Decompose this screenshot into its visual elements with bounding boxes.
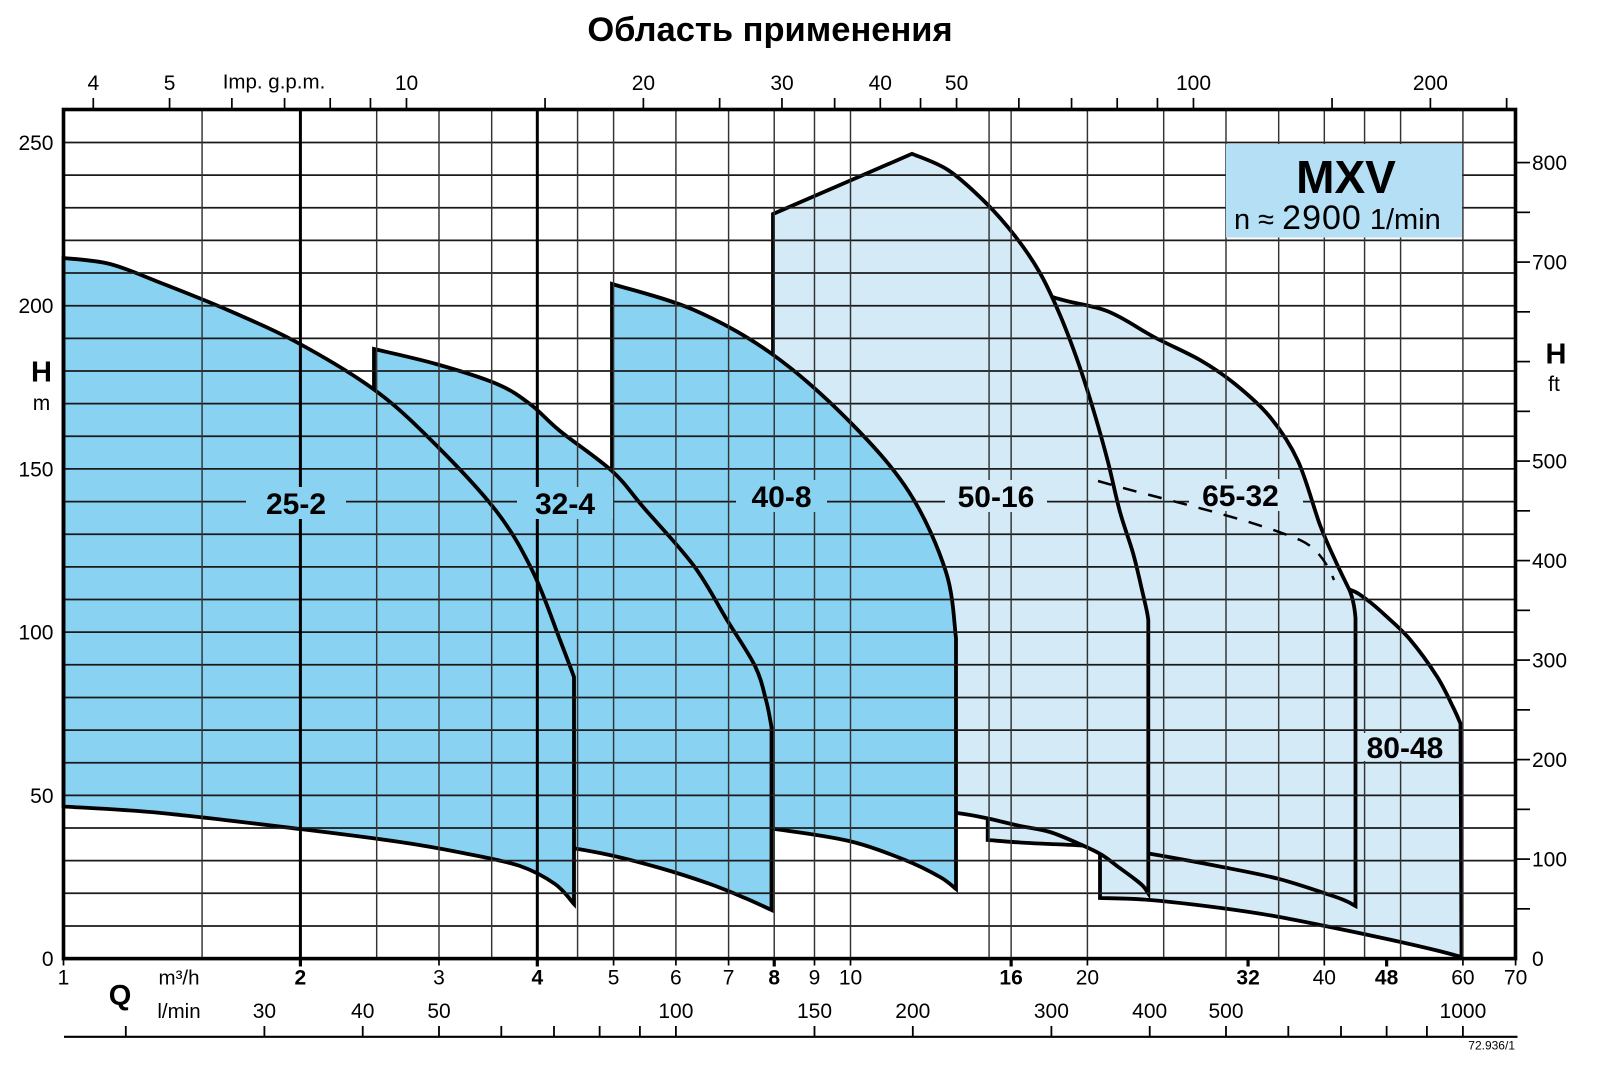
svg-text:80-48: 80-48 [1367,732,1444,765]
svg-text:200: 200 [1532,749,1567,772]
svg-text:800: 800 [1532,152,1567,175]
svg-text:150: 150 [18,458,53,481]
svg-text:48: 48 [1375,967,1399,990]
svg-text:100: 100 [658,1000,693,1023]
svg-text:Q: Q [109,980,132,1012]
svg-text:72.936/1: 72.936/1 [1468,1039,1515,1053]
svg-text:100: 100 [1532,849,1567,872]
svg-text:40-8: 40-8 [751,481,811,514]
svg-text:50: 50 [427,1000,450,1023]
svg-text:0: 0 [1532,948,1544,971]
svg-text:400: 400 [1532,550,1567,573]
svg-text:1: 1 [58,967,70,990]
svg-text:16: 16 [999,967,1022,990]
svg-text:40: 40 [869,72,892,95]
svg-text:700: 700 [1532,252,1567,275]
svg-text:40: 40 [1313,967,1336,990]
svg-text:1000: 1000 [1440,1000,1487,1023]
svg-text:50: 50 [30,785,53,808]
svg-text:400: 400 [1132,1000,1167,1023]
svg-text:200: 200 [18,295,53,318]
svg-text:300: 300 [1532,650,1567,673]
svg-text:150: 150 [797,1000,832,1023]
svg-text:200: 200 [895,1000,930,1023]
svg-text:7: 7 [723,967,735,990]
svg-text:8: 8 [768,967,780,990]
svg-text:9: 9 [809,967,821,990]
svg-text:MXV: MXV [1296,151,1396,203]
svg-text:40: 40 [351,1000,374,1023]
svg-text:l/min: l/min [157,1000,200,1023]
svg-text:70: 70 [1504,967,1527,990]
svg-text:250: 250 [18,132,53,155]
svg-text:Imp. g.p.m.: Imp. g.p.m. [223,71,326,94]
svg-text:ft: ft [1548,373,1560,396]
svg-text:500: 500 [1532,451,1567,474]
svg-text:25-2: 25-2 [266,488,326,521]
svg-text:30: 30 [770,72,793,95]
svg-text:5: 5 [608,967,620,990]
svg-text:200: 200 [1413,72,1448,95]
svg-text:H: H [31,357,52,389]
svg-text:50: 50 [945,72,968,95]
svg-text:32: 32 [1236,967,1259,990]
svg-text:100: 100 [1176,72,1211,95]
svg-text:m³/h: m³/h [159,967,200,990]
svg-text:300: 300 [1034,1000,1069,1023]
svg-text:50-16: 50-16 [958,481,1035,514]
svg-text:5: 5 [164,72,176,95]
svg-text:m: m [33,392,51,415]
svg-text:10: 10 [839,967,862,990]
svg-text:20: 20 [632,72,655,95]
svg-text:2: 2 [295,967,307,990]
svg-text:3: 3 [433,967,445,990]
svg-text:500: 500 [1208,1000,1243,1023]
svg-text:0: 0 [42,948,54,971]
svg-text:Область применения: Область применения [587,11,952,49]
svg-text:30: 30 [253,1000,276,1023]
svg-text:n ≈ 2900 1/min: n ≈ 2900 1/min [1234,199,1441,237]
svg-text:100: 100 [18,622,53,645]
svg-text:20: 20 [1076,967,1099,990]
svg-text:65-32: 65-32 [1202,480,1279,513]
svg-text:60: 60 [1451,967,1474,990]
svg-text:10: 10 [395,72,418,95]
svg-text:4: 4 [531,967,543,990]
svg-text:H: H [1546,339,1567,371]
svg-text:32-4: 32-4 [535,488,595,521]
svg-text:6: 6 [670,967,682,990]
svg-text:4: 4 [87,72,99,95]
